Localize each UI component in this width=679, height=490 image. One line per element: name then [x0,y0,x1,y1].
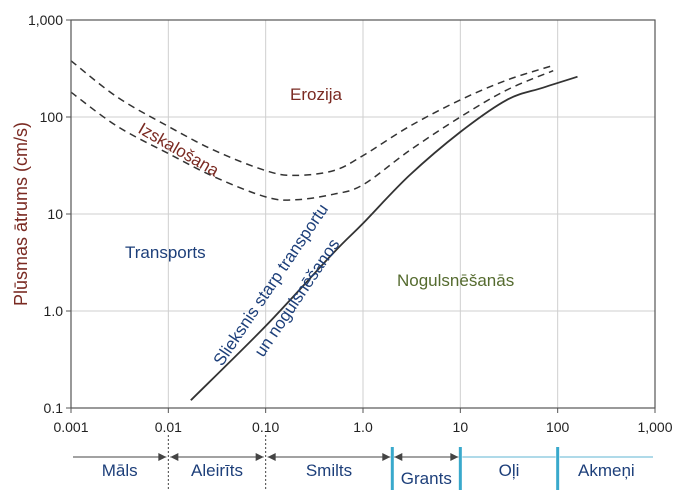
class-arrow-right [158,453,167,461]
class-arrow-right [255,453,264,461]
annotation-transports: Transports [125,243,206,262]
annotation-izskalosana: Izskalošana [135,119,223,181]
particle-class-bar: Māls Aleirīts Smilts Grants Oļi Akmeņi [73,435,653,490]
x-tick-label: 100 [546,419,570,435]
class-arrow-left [267,453,276,461]
grid-lines [70,19,656,409]
dashed-curve-1 [70,60,554,177]
x-tick-label: 1,000 [637,419,672,435]
x-tick-label: 0.10 [252,419,279,435]
class-label: Akmeņi [578,461,635,480]
x-tick-label: 1.0 [353,419,373,435]
y-tick-label: 1.0 [44,303,64,319]
x-tick-label: 0.001 [53,419,88,435]
annotation-erozija: Erozija [290,85,343,104]
class-arrow-right [450,453,459,461]
y-tick-label: 0.1 [44,400,64,416]
class-arrow-right [382,453,391,461]
tick-labels: 0.001 0.01 0.10 1.0 10 100 1,000 0.1 1.0 10 100 1,0… [28,12,673,435]
class-label: Aleirīts [191,461,243,480]
x-tick-label: 0.01 [155,419,182,435]
y-axis-label: Plūsmas ātrums (cm/s) [11,122,31,306]
annotation-nogulsnesanas: Nogulsnēšanās [397,271,514,290]
class-label: Oļi [499,461,520,480]
y-tick-label: 100 [40,109,64,125]
class-label: Smilts [306,461,352,480]
x-tick-label: 10 [453,419,469,435]
y-tick-label: 1,000 [28,12,63,28]
dashed-curve-2 [70,70,554,201]
class-arrow-left [394,453,403,461]
curve-group [70,60,578,401]
y-tick-label: 10 [47,206,63,222]
class-arrow-left [170,453,179,461]
class-label: Grants [401,469,452,488]
class-label: Māls [102,461,138,480]
threshold-curve [190,75,578,401]
